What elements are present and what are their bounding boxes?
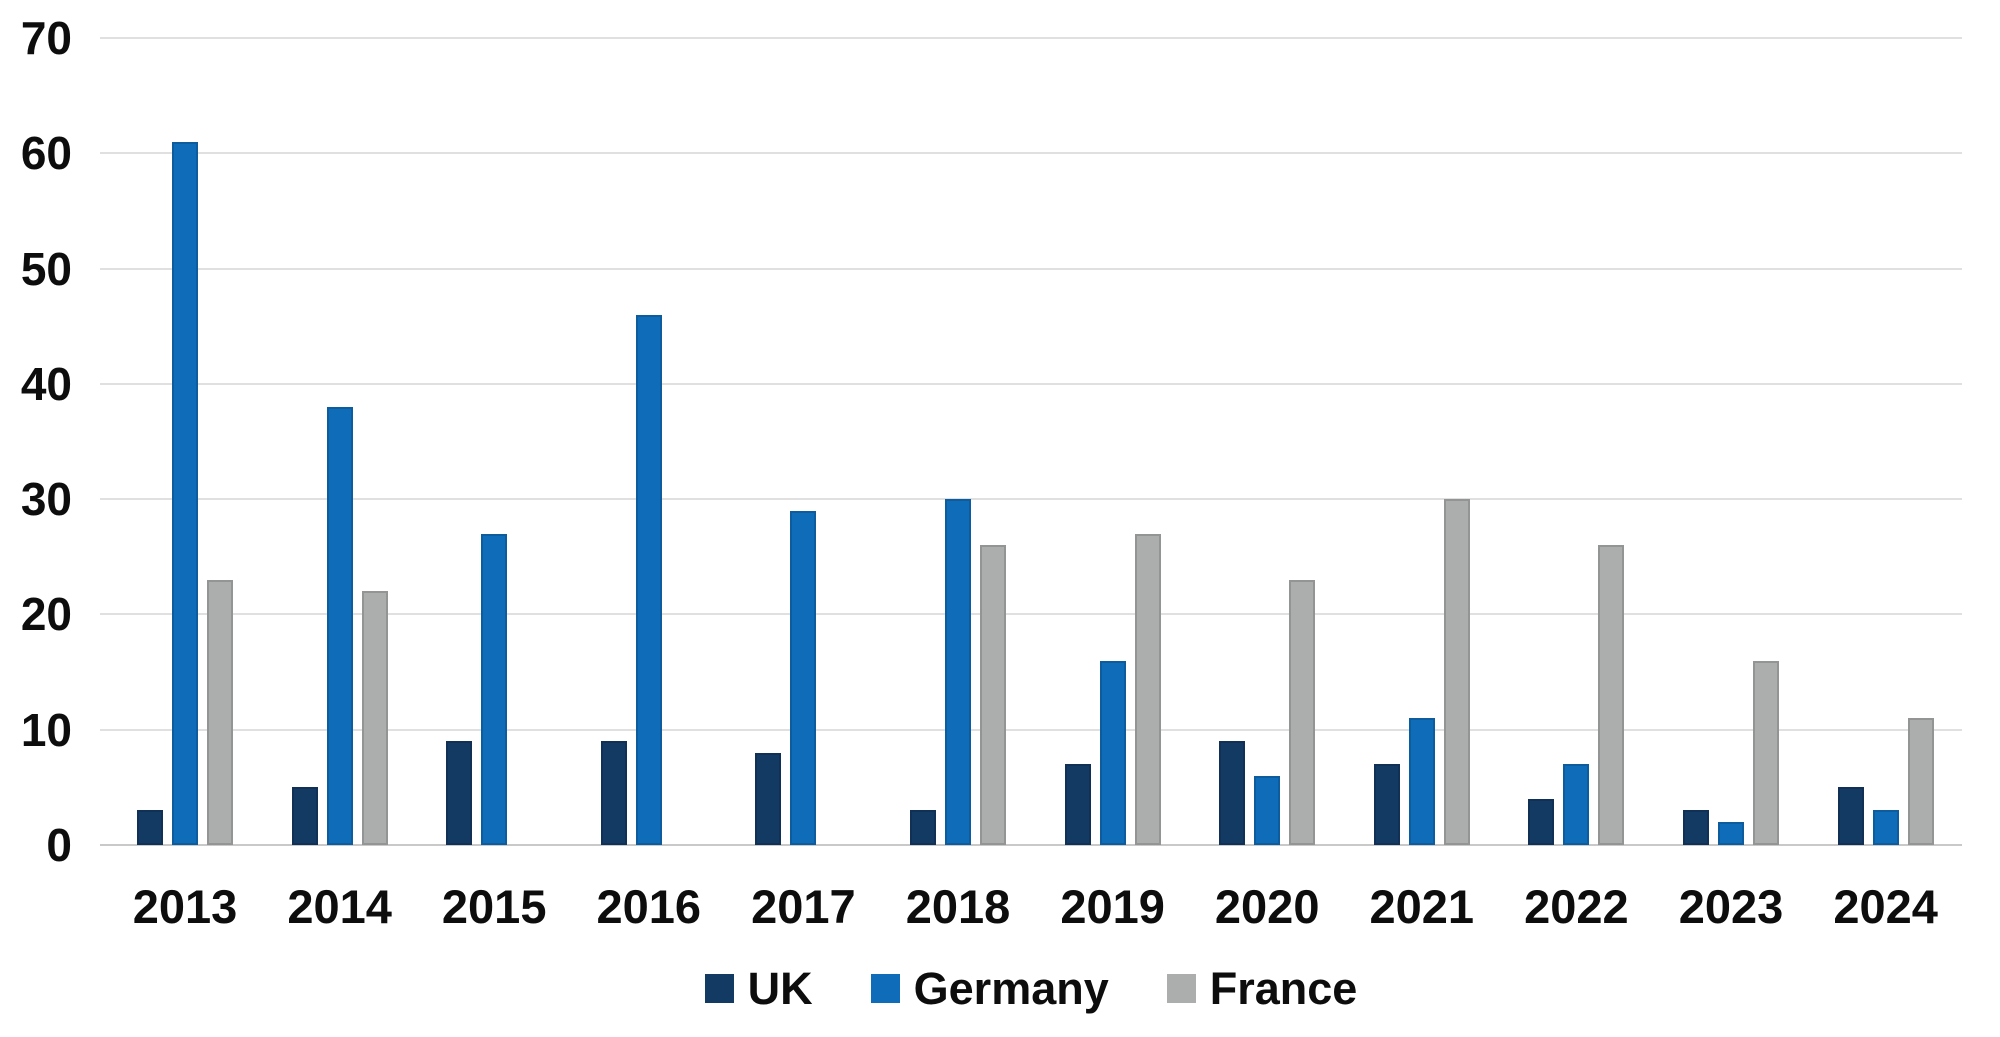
bar-uk-2017 xyxy=(755,752,782,845)
bar-group-2014 xyxy=(291,38,388,845)
gridline-40 xyxy=(100,382,1962,385)
bar-group-2015 xyxy=(446,38,542,845)
y-tick-label-60: 60 xyxy=(20,127,72,180)
legend-item-germany: Germany xyxy=(870,962,1109,1014)
gridline-70 xyxy=(100,37,1962,39)
x-tick-label-2014: 2014 xyxy=(287,880,392,933)
bar-uk-2013 xyxy=(137,810,163,845)
bar-france-2021 xyxy=(1443,499,1470,845)
bar-group-2017 xyxy=(755,38,851,845)
x-tick-label-2015: 2015 xyxy=(441,880,547,933)
bar-germany-2013 xyxy=(172,141,198,845)
gridline-60 xyxy=(100,152,1962,155)
bar-germany-2017 xyxy=(790,510,817,845)
bar-uk-2014 xyxy=(291,787,318,845)
gridline-20 xyxy=(100,613,1962,616)
bar-group-2021 xyxy=(1373,38,1470,845)
gridline-10 xyxy=(100,728,1962,731)
bar-germany-2022 xyxy=(1563,764,1590,845)
legend-item-uk: UK xyxy=(704,962,813,1014)
bar-uk-2020 xyxy=(1219,741,1246,845)
bar-uk-2019 xyxy=(1064,764,1091,845)
legend: UK Germany France xyxy=(100,958,1962,1018)
bar-france-2013 xyxy=(207,579,233,845)
bar-france-2018 xyxy=(980,545,1006,845)
y-tick-label-30: 30 xyxy=(20,473,72,526)
bar-france-2020 xyxy=(1289,579,1316,845)
bar-germany-2016 xyxy=(635,314,662,845)
bar-germany-2018 xyxy=(945,499,971,845)
bar-france-2024 xyxy=(1907,718,1934,845)
bar-france-2022 xyxy=(1598,545,1625,845)
gridline-50 xyxy=(100,267,1962,270)
bar-uk-2021 xyxy=(1373,764,1400,845)
y-tick-label-10: 10 xyxy=(20,703,72,756)
x-tick-label-2020: 2020 xyxy=(1214,880,1320,933)
legend-label-uk: UK xyxy=(747,962,813,1014)
y-tick-label-50: 50 xyxy=(20,242,72,295)
x-tick-label-2017: 2017 xyxy=(751,880,856,933)
bar-germany-2015 xyxy=(481,533,508,845)
plot-area xyxy=(100,37,1962,846)
bar-germany-2024 xyxy=(1872,810,1899,845)
y-tick-label-20: 20 xyxy=(20,588,72,641)
x-tick-label-2018: 2018 xyxy=(905,880,1011,933)
y-axis: 0 10 20 30 40 50 60 70 xyxy=(0,15,72,868)
bar-group-2022 xyxy=(1528,38,1625,845)
legend-item-france: France xyxy=(1166,962,1358,1014)
y-tick-label-40: 40 xyxy=(20,357,72,410)
bar-germany-2023 xyxy=(1718,821,1744,845)
bar-group-2023 xyxy=(1683,38,1779,845)
bar-uk-2018 xyxy=(910,810,936,845)
x-tick-label-2016: 2016 xyxy=(596,880,702,933)
legend-swatch-germany xyxy=(870,973,900,1003)
bar-uk-2022 xyxy=(1528,798,1555,845)
bar-uk-2015 xyxy=(446,741,473,845)
legend-swatch-france xyxy=(1166,973,1196,1003)
bar-group-2013 xyxy=(137,38,233,845)
bar-france-2014 xyxy=(361,591,388,845)
x-tick-label-2021: 2021 xyxy=(1369,880,1475,933)
bar-group-2018 xyxy=(910,38,1006,845)
bar-group-2016 xyxy=(600,38,697,845)
bar-france-2023 xyxy=(1753,660,1779,845)
bar-uk-2023 xyxy=(1683,810,1709,845)
x-tick-label-2022: 2022 xyxy=(1524,880,1629,933)
bar-germany-2020 xyxy=(1254,775,1281,845)
x-tick-label-2024: 2024 xyxy=(1833,880,1938,933)
legend-swatch-uk xyxy=(704,973,734,1003)
x-tick-label-2023: 2023 xyxy=(1678,880,1784,933)
bar-group-2020 xyxy=(1219,38,1316,845)
y-tick-label-0: 0 xyxy=(46,819,72,871)
legend-label-france: France xyxy=(1209,962,1358,1014)
y-tick-label-70: 70 xyxy=(20,12,72,64)
x-axis-line xyxy=(100,844,1962,846)
x-tick-label-2019: 2019 xyxy=(1060,880,1165,933)
gridline-30 xyxy=(100,498,1962,501)
x-tick-label-2013: 2013 xyxy=(132,880,238,933)
bar-uk-2016 xyxy=(600,741,627,845)
bar-germany-2021 xyxy=(1408,718,1435,845)
bar-germany-2019 xyxy=(1099,660,1126,845)
bar-group-2019 xyxy=(1064,38,1161,845)
bar-uk-2024 xyxy=(1837,787,1864,845)
bar-france-2019 xyxy=(1134,533,1161,845)
x-axis: 2013 2014 2015 2016 2017 2018 2019 2020 2021 2022… xyxy=(100,875,1962,939)
bar-germany-2014 xyxy=(326,406,353,845)
bar-group-2024 xyxy=(1837,38,1934,845)
legend-label-germany: Germany xyxy=(913,962,1109,1014)
